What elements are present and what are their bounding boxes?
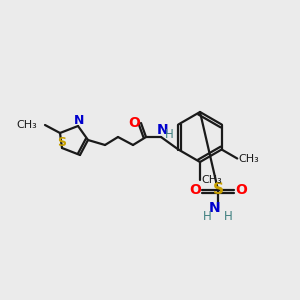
Text: S: S <box>212 182 224 197</box>
Text: H: H <box>202 209 211 223</box>
Text: N: N <box>157 123 169 137</box>
Text: H: H <box>224 209 232 223</box>
Text: CH₃: CH₃ <box>239 154 260 164</box>
Text: O: O <box>189 183 201 197</box>
Text: CH₃: CH₃ <box>202 175 222 185</box>
Text: CH₃: CH₃ <box>16 120 37 130</box>
Text: N: N <box>74 115 84 128</box>
Text: S: S <box>58 136 67 148</box>
Text: O: O <box>235 183 247 197</box>
Text: H: H <box>165 128 173 142</box>
Text: O: O <box>128 116 140 130</box>
Text: N: N <box>209 201 221 215</box>
